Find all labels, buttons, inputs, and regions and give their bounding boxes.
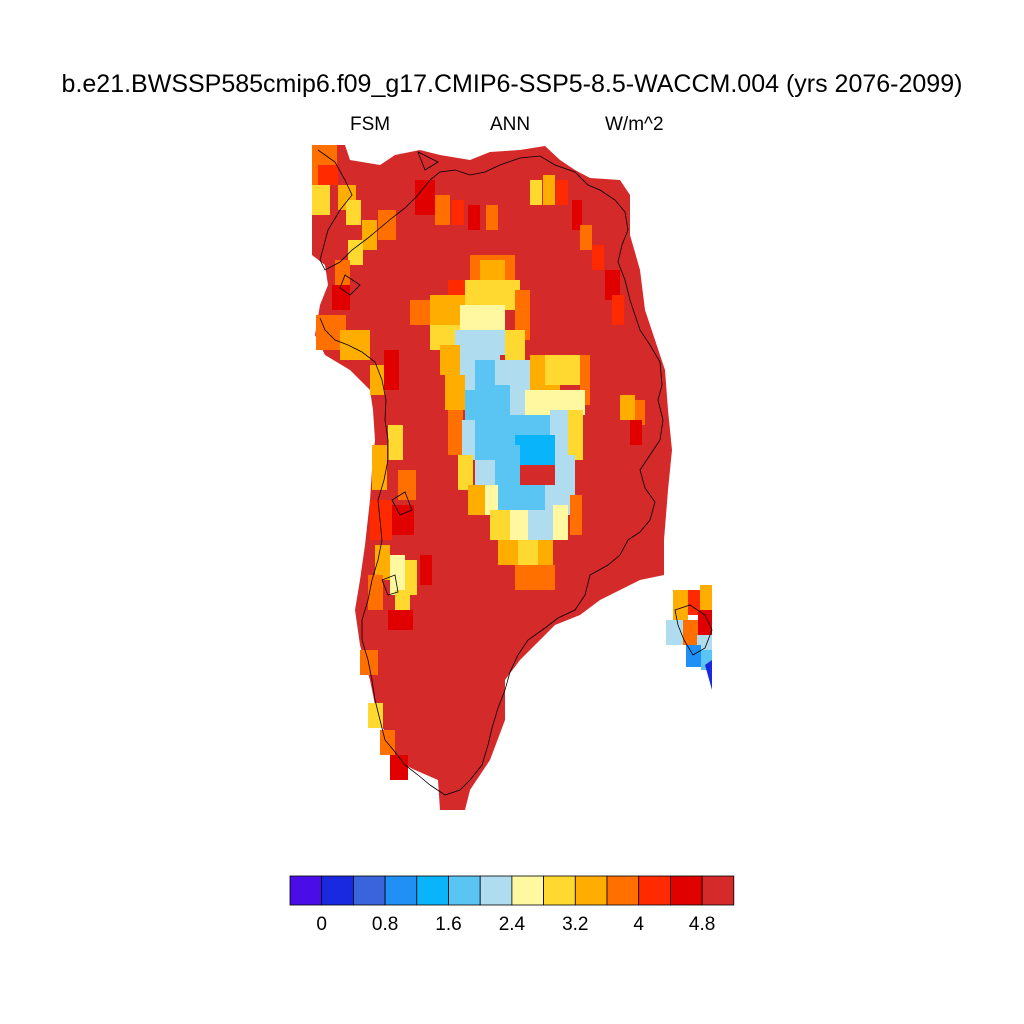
colorbar-box xyxy=(511,875,544,906)
colorbar-tick-label: 4 xyxy=(633,914,644,935)
colorbar-box xyxy=(638,875,671,906)
colorbar-tick-label: 0 xyxy=(316,914,327,935)
colorbar-tick-label: 2.4 xyxy=(499,914,526,935)
colorbar-tick-label: 0.8 xyxy=(372,914,398,935)
colorbar-tick-label: 3.2 xyxy=(562,914,588,935)
map-title: b.e21.BWSSP585cmip6.f09_g17.CMIP6-SSP5-8… xyxy=(61,70,963,98)
coastline xyxy=(317,149,713,796)
colorbar-tick-label: 4.8 xyxy=(689,914,715,935)
iceland-cells xyxy=(666,585,712,690)
colorbar-box xyxy=(448,875,481,906)
colorbar-box xyxy=(606,875,640,906)
colorbar-box xyxy=(701,875,735,906)
colorbar-box xyxy=(543,875,576,906)
colorbar-box xyxy=(574,875,608,906)
colorbar-box xyxy=(321,875,354,906)
coastal-cells-north xyxy=(415,175,645,445)
colorbar-boxes xyxy=(289,875,735,906)
colorbar-box xyxy=(384,875,418,906)
season-label: ANN xyxy=(490,114,531,135)
variable-label: FSM xyxy=(350,114,391,135)
colorbar-box xyxy=(416,875,449,906)
colorbar-box xyxy=(352,875,386,906)
colorbar-box xyxy=(479,875,513,906)
colorbar-labels: 0 0.8 1.6 2.4 3.2 4 4.8 xyxy=(316,914,715,935)
interior-cells xyxy=(410,255,590,590)
colorbar-box xyxy=(670,875,703,906)
units-label: W/m^2 xyxy=(605,114,664,135)
colorbar-tick-label: 1.6 xyxy=(435,914,461,935)
colorbar-box xyxy=(289,875,323,906)
